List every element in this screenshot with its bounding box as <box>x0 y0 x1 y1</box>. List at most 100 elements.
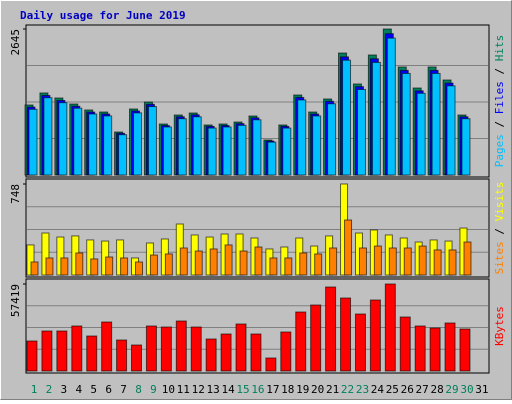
bar <box>162 126 172 176</box>
bar <box>116 339 128 372</box>
x-tick-label: 31 <box>475 383 488 396</box>
bar <box>60 257 69 276</box>
bar <box>297 99 307 176</box>
bar <box>459 328 471 372</box>
bar <box>133 112 143 176</box>
bar <box>88 113 98 176</box>
bar <box>373 245 382 276</box>
bar <box>414 325 426 372</box>
bar <box>73 107 83 176</box>
bar <box>252 119 262 176</box>
x-tick-label: 3 <box>61 383 68 396</box>
bar <box>224 244 233 276</box>
bar <box>90 258 99 276</box>
legend: Pages / Files / Hits <box>493 35 506 168</box>
legend: Sites / Visits <box>493 182 506 275</box>
x-tick-label: 25 <box>386 383 399 396</box>
x-tick-label: 1 <box>31 383 38 396</box>
bar <box>118 134 128 176</box>
bar <box>269 257 278 276</box>
bar <box>431 72 441 176</box>
bar <box>444 322 456 372</box>
bar <box>43 97 53 176</box>
bar <box>222 126 232 176</box>
bar <box>327 103 337 176</box>
bar <box>342 59 352 176</box>
x-tick-label: 28 <box>430 383 443 396</box>
x-tick-label: 22 <box>341 383 354 396</box>
bar <box>131 344 143 372</box>
legend-entry: Hits <box>493 35 506 62</box>
x-tick-label: 16 <box>251 383 264 396</box>
bar <box>207 127 217 176</box>
x-tick-label: 29 <box>445 383 458 396</box>
chart-title: Daily usage for June 2019 <box>20 9 186 22</box>
bar <box>399 316 411 372</box>
x-tick-label: 2 <box>46 383 53 396</box>
bar <box>401 72 411 176</box>
bar <box>45 257 54 276</box>
x-tick-label: 4 <box>75 383 82 396</box>
bar <box>284 257 293 276</box>
bar <box>310 304 322 372</box>
bar <box>429 327 441 372</box>
bar <box>358 247 367 276</box>
bar <box>28 108 38 176</box>
bar <box>254 246 263 276</box>
bar <box>250 333 262 372</box>
bar <box>299 252 308 276</box>
bar <box>329 247 338 276</box>
bar <box>58 102 68 176</box>
bar <box>369 299 381 372</box>
bar <box>280 331 292 372</box>
bar <box>120 257 129 276</box>
bar <box>433 249 442 276</box>
bar <box>30 261 39 276</box>
legend-entry: Visits <box>493 182 506 222</box>
x-tick-label: 30 <box>460 383 473 396</box>
x-tick-label: 6 <box>105 383 112 396</box>
x-tick-label: 20 <box>311 383 324 396</box>
bar <box>147 106 157 176</box>
bar <box>145 325 157 372</box>
bar <box>75 252 84 276</box>
legend-entry: Pages <box>493 134 506 167</box>
legend-entry: KBytes <box>493 306 506 346</box>
bar <box>448 249 457 276</box>
bar <box>235 323 247 372</box>
x-tick-label: 18 <box>281 383 294 396</box>
bar <box>86 335 98 372</box>
x-tick-label: 12 <box>192 383 205 396</box>
x-tick-label: 15 <box>236 383 249 396</box>
legend-entry: Sites <box>493 241 506 274</box>
bar <box>386 37 396 176</box>
x-tick-label: 19 <box>296 383 309 396</box>
x-tick-label: 14 <box>221 383 235 396</box>
bar <box>192 116 202 176</box>
y-tick-label: 2645 <box>9 29 22 56</box>
bar <box>237 124 247 176</box>
bar <box>135 261 144 276</box>
x-tick-label: 17 <box>266 383 279 396</box>
x-tick-label: 8 <box>135 383 142 396</box>
bar <box>295 311 307 372</box>
x-tick-label: 26 <box>401 383 414 396</box>
bar <box>312 115 322 176</box>
bar <box>340 297 352 372</box>
bar <box>179 247 188 276</box>
x-tick-label: 9 <box>150 383 157 396</box>
bar <box>177 118 187 176</box>
bar <box>209 248 218 276</box>
bar <box>344 219 353 276</box>
bar <box>41 330 53 372</box>
bar <box>105 256 114 276</box>
bar <box>354 313 366 372</box>
bar <box>416 92 426 176</box>
y-tick-label: 57419 <box>9 284 22 317</box>
bar <box>26 340 38 372</box>
legend-separator: / <box>493 221 506 241</box>
bar <box>325 286 337 372</box>
x-tick-label: 21 <box>326 383 339 396</box>
bar <box>205 338 217 372</box>
